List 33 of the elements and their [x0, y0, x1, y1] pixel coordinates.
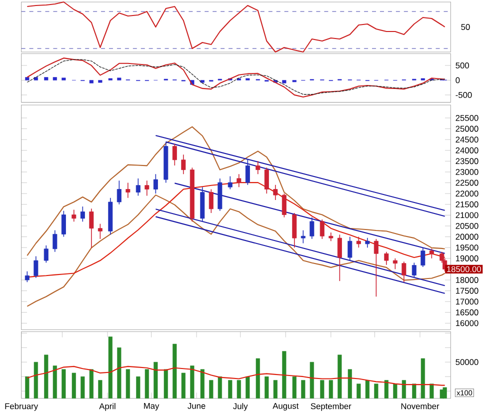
x-tick-label: August — [272, 402, 299, 410]
annotation: 18500.00 — [447, 266, 481, 272]
y-tick-label: 0 — [456, 77, 460, 84]
x-tick-label: April — [99, 402, 116, 411]
x-tick-label: November — [401, 402, 440, 410]
y-tick-label: 18000 — [456, 276, 478, 283]
y-tick-label: -500 — [456, 92, 472, 98]
y-tick-label: 25000 — [456, 126, 478, 132]
y-tick-label: 23500 — [456, 158, 478, 164]
y-tick-label: 19000 — [456, 255, 478, 262]
y-tick-label: 24000 — [456, 147, 478, 154]
x-tick-label: May — [144, 402, 160, 410]
y-tick-label: 23000 — [456, 168, 478, 175]
y-tick-label: 16500 — [456, 309, 478, 316]
x-tick-label: February — [5, 402, 38, 411]
y-tick-label: 24500 — [456, 136, 478, 142]
y-tick-label: 20500 — [456, 222, 478, 229]
y-tick-label: 25500 — [456, 114, 478, 121]
y-tick-label: 17000 — [456, 298, 478, 304]
x-tick-label: September — [310, 402, 352, 411]
y-tick-label: 50000 — [456, 359, 478, 365]
x-tick-label: June — [188, 402, 206, 409]
y-tick-label: 20000 — [456, 234, 478, 240]
x-tick-label: July — [233, 402, 248, 411]
y-tick-label: 17500 — [456, 288, 478, 294]
y-tick-label: 22500 — [456, 180, 478, 186]
y-tick-label: 21500 — [456, 201, 478, 208]
y-tick-label: 500 — [456, 62, 469, 68]
y-tick-label: 19500 — [456, 244, 478, 250]
y-tick-label: 16000 — [456, 320, 478, 326]
y-tick-label: 21000 — [456, 212, 478, 218]
text: 50 — [461, 24, 470, 30]
y-tick-label: 22000 — [456, 190, 478, 196]
